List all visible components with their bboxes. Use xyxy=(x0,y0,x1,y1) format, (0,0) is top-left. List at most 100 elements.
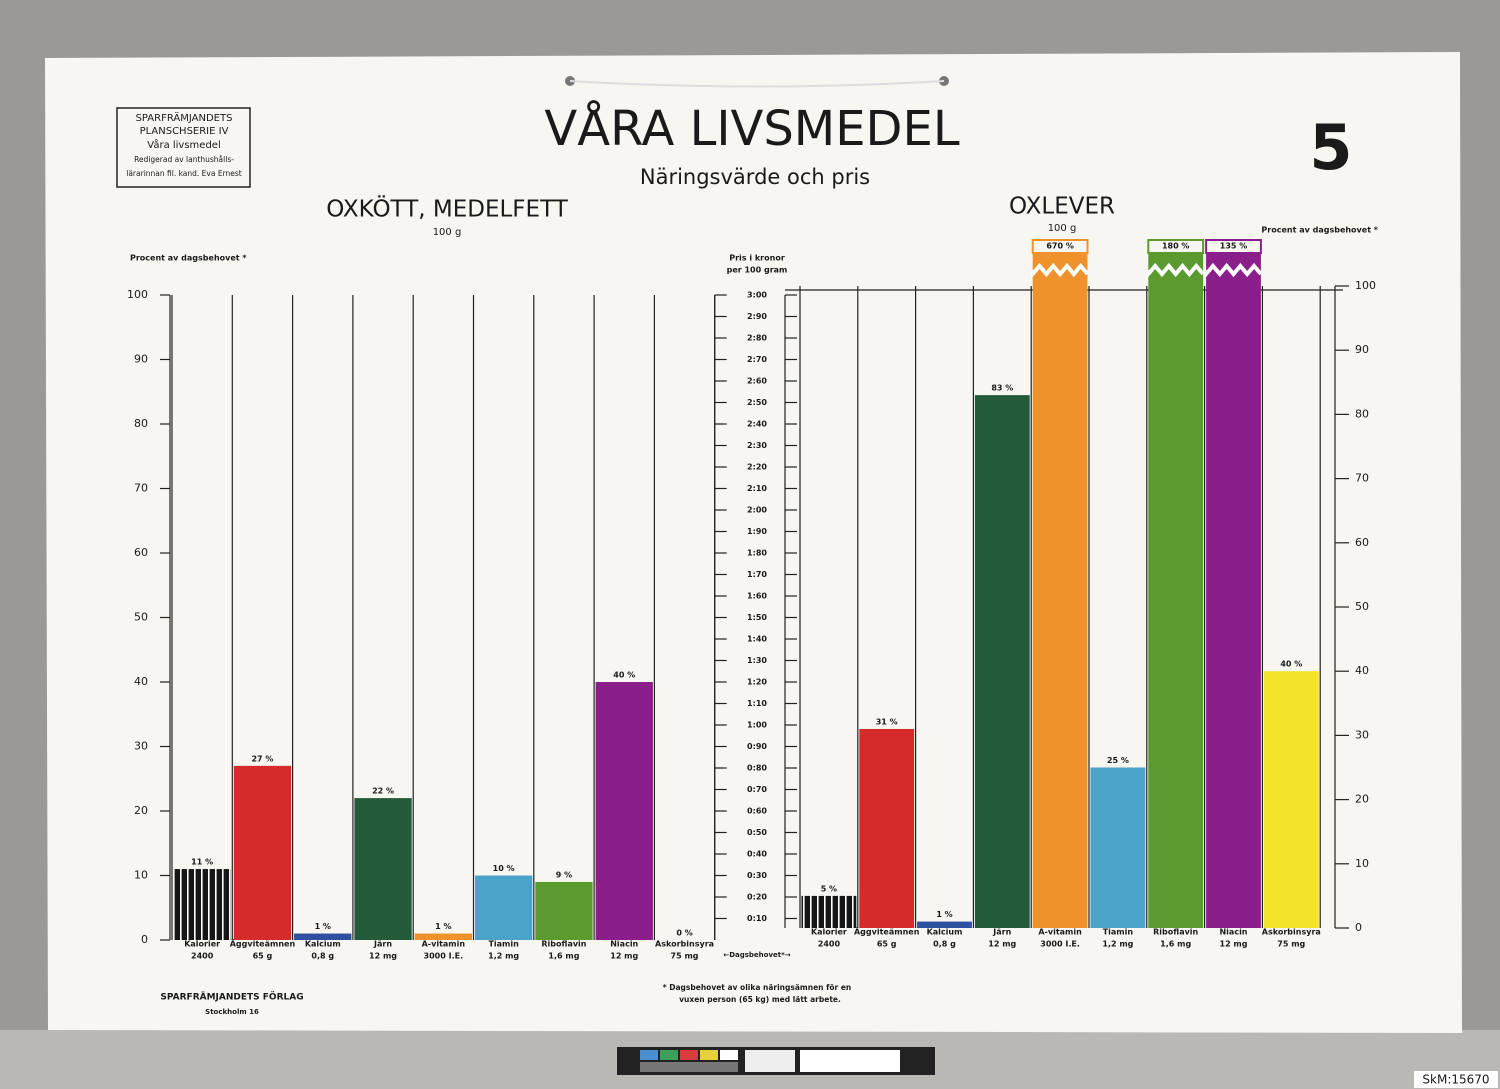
x-tick-detail: 65 g xyxy=(253,952,273,961)
x-tick-detail: 3000 I.E. xyxy=(424,952,464,961)
y2-tick-label: 2:50 xyxy=(747,398,767,407)
x-tick-label: Niacin xyxy=(610,940,638,949)
x-tick-detail: 1,6 mg xyxy=(1160,940,1191,949)
y2-tick-label: 1:20 xyxy=(747,678,767,687)
catalog-tag xyxy=(1414,1071,1498,1088)
x-tick-detail: 1,2 mg xyxy=(488,952,519,961)
x-tick-detail: 1,6 mg xyxy=(548,952,579,961)
value-label: 40 % xyxy=(1280,660,1302,669)
x-tick-label: Askorbinsyra xyxy=(1262,928,1321,937)
y2-tick-label: 0:10 xyxy=(747,914,767,923)
y2-tick-label: 2:10 xyxy=(747,484,767,493)
chart-subtitle: 100 g xyxy=(433,227,462,238)
bar xyxy=(595,682,653,940)
y2-tick-label: 2:20 xyxy=(747,463,767,472)
publisher-line: Redigerad av lanthushålls- xyxy=(134,155,234,164)
y2-axis-label: per 100 gram xyxy=(727,266,788,275)
bar xyxy=(917,921,972,928)
y-axis-label: Procent av dagsbehovet * xyxy=(130,254,247,263)
value-label: 1 % xyxy=(435,922,451,931)
value-label: 31 % xyxy=(876,717,898,726)
y-tick-label: 50 xyxy=(1355,600,1369,613)
value-label: 10 % xyxy=(493,864,515,873)
axis-break xyxy=(1030,262,1090,280)
x-tick-label: Niacin xyxy=(1219,928,1247,937)
y2-tick-label: 0:90 xyxy=(747,742,767,751)
x-tick-label: Järn xyxy=(373,940,392,949)
y2-tick-label: 2:70 xyxy=(747,355,767,364)
y2-tick-label: 0:50 xyxy=(747,828,767,837)
value-label: 83 % xyxy=(991,384,1013,393)
label-box xyxy=(1205,239,1262,254)
y2-tick-label: 3:00 xyxy=(747,291,767,300)
bar xyxy=(535,881,593,940)
y-tick-label: 70 xyxy=(1355,472,1369,485)
label-box xyxy=(1147,239,1205,254)
center-axis-note: ←Dagsbehovet*→ xyxy=(723,951,790,959)
bar xyxy=(233,765,292,940)
bar xyxy=(801,895,857,928)
y-tick-label: 50 xyxy=(134,611,148,624)
x-tick-detail: 2400 xyxy=(818,940,841,949)
value-label: 9 % xyxy=(556,870,572,879)
poster-subtitle: Näringsvärde och pris xyxy=(640,165,870,189)
plate-number: 5 xyxy=(1309,111,1352,184)
y2-tick-label: 2:00 xyxy=(747,506,767,515)
publisher-box xyxy=(116,107,251,188)
footer-publisher: SPARFRÄMJANDETS FÖRLAG xyxy=(160,992,303,1003)
x-tick-detail: 75 mg xyxy=(1277,940,1305,949)
bar xyxy=(1032,253,1088,928)
value-label: 5 % xyxy=(821,884,837,893)
y2-tick-label: 1:80 xyxy=(747,549,767,558)
bar xyxy=(1206,253,1261,928)
y2-tick-label: 1:90 xyxy=(747,527,767,536)
footnote: vuxen person (65 kg) med lätt arbete. xyxy=(679,995,841,1004)
footnote: * Dagsbehovet av olika näringsämnen för … xyxy=(663,983,852,992)
x-tick-detail: 65 g xyxy=(877,940,897,949)
bar xyxy=(475,875,533,940)
y2-tick-label: 0:20 xyxy=(747,893,767,902)
y-tick-label: 60 xyxy=(134,546,148,559)
x-tick-detail: 0,8 g xyxy=(311,952,334,961)
y-tick-label: 20 xyxy=(134,804,148,817)
x-tick-label: Askorbinsyra xyxy=(655,940,714,949)
y-axis-label: Procent av dagsbehovet * xyxy=(1261,226,1378,235)
y2-tick-label: 0:70 xyxy=(747,785,767,794)
value-label: 11 % xyxy=(191,858,213,867)
bar xyxy=(354,798,412,940)
value-label: 135 % xyxy=(1220,242,1248,251)
y2-tick-label: 1:00 xyxy=(747,721,767,730)
footer-city: Stockholm 16 xyxy=(205,1008,259,1016)
y2-tick-label: 1:40 xyxy=(747,635,767,644)
publisher-line: lärarinnan fil. kand. Eva Ernest xyxy=(126,169,242,178)
axis-break xyxy=(1204,262,1263,280)
catalog-id: SkM:15670 xyxy=(1422,1073,1489,1087)
y-tick-label: 90 xyxy=(1355,343,1369,356)
x-tick-detail: 2400 xyxy=(191,952,214,961)
y2-tick-label: 0:30 xyxy=(747,871,767,880)
y2-tick-label: 1:70 xyxy=(747,570,767,579)
y-tick-label: 80 xyxy=(1355,407,1369,420)
x-tick-detail: 1,2 mg xyxy=(1102,940,1133,949)
x-tick-label: Kalcium xyxy=(305,940,341,949)
value-label: 180 % xyxy=(1162,242,1190,251)
y2-tick-label: 0:60 xyxy=(747,807,767,816)
label-box xyxy=(1031,239,1089,254)
x-tick-label: Tiamin xyxy=(1103,928,1134,937)
hanger-string xyxy=(569,80,945,88)
y-tick-label: 0 xyxy=(1355,921,1362,934)
x-tick-label: Riboflavin xyxy=(541,940,586,949)
x-tick-detail: 12 mg xyxy=(988,940,1016,949)
x-tick-detail: 12 mg xyxy=(1220,940,1248,949)
bar xyxy=(1263,671,1319,928)
publisher-line: SPARFRÄMJANDETS xyxy=(136,111,233,124)
value-label: 1 % xyxy=(936,910,952,919)
y-tick-label: 30 xyxy=(1355,728,1369,741)
x-tick-label: A-vitamin xyxy=(422,940,466,949)
y2-tick-label: 2:40 xyxy=(747,420,767,429)
y-tick-label: 40 xyxy=(134,675,148,688)
axis-break xyxy=(1146,262,1205,280)
y2-tick-label: 2:80 xyxy=(747,334,767,343)
y-tick-label: 100 xyxy=(127,288,148,301)
